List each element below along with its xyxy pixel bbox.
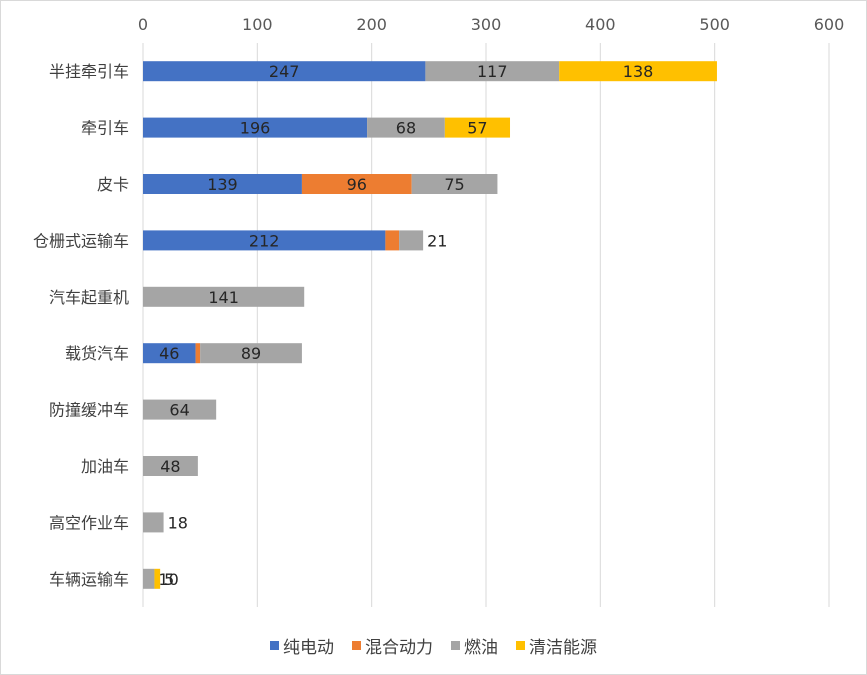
bar-segment (143, 568, 155, 589)
data-label: 64 (169, 401, 189, 420)
data-label: 212 (249, 231, 280, 250)
x-tick-label: 300 (471, 15, 502, 34)
data-label: 18 (168, 513, 188, 532)
legend-label: 清洁能源 (529, 638, 597, 658)
data-label: 48 (160, 457, 180, 476)
bar-segment (143, 343, 196, 364)
data-label: 21 (427, 231, 447, 250)
legend-label: 混合动力 (365, 638, 433, 658)
bar-segment (367, 117, 445, 138)
legend-label: 燃油 (464, 638, 498, 658)
category-label: 防撞缓冲车 (49, 401, 129, 420)
bar-segment (143, 230, 386, 251)
bar-segment (143, 286, 305, 307)
category-label: 皮卡 (97, 175, 129, 194)
category-label: 牵引车 (81, 119, 129, 138)
bar-segment (559, 61, 717, 82)
legend-swatch (516, 641, 525, 650)
data-label: 5 (164, 570, 174, 589)
bar-chart: 0 100 200 300 400 500 600 半挂牵引车 247 117 138 牵引车 196 6… (33, 15, 845, 607)
category-label: 载货汽车 (65, 344, 129, 363)
bar-segment (411, 174, 498, 194)
x-tick-label: 400 (585, 15, 616, 34)
data-label: 247 (269, 62, 300, 81)
x-tick-label: 600 (814, 15, 845, 34)
legend-swatch (270, 641, 279, 650)
data-label: 46 (159, 344, 179, 363)
data-label: 141 (208, 288, 239, 307)
data-label: 57 (467, 119, 487, 138)
x-tick-label: 0 (138, 15, 148, 34)
legend-swatch (451, 641, 460, 650)
bar-segment (399, 230, 424, 251)
data-label: 139 (207, 175, 238, 194)
x-tick-label: 100 (242, 15, 273, 34)
bar-segment (143, 117, 368, 138)
bar-segment (385, 230, 400, 251)
bar-segment (195, 343, 201, 364)
legend-item: 燃油 (451, 633, 498, 658)
bar-segment (143, 512, 164, 533)
bar-segment (143, 399, 217, 420)
bar-segment (200, 343, 302, 364)
category-label: 半挂牵引车 (49, 62, 129, 81)
bar-segment (154, 568, 161, 589)
x-tick-label: 200 (356, 15, 387, 34)
bar-segment (143, 61, 426, 82)
bar-segment (301, 174, 412, 194)
legend-label: 纯电动 (283, 638, 334, 658)
bar-segment (143, 456, 198, 476)
bar-segment (444, 117, 511, 138)
x-tick-label: 500 (699, 15, 730, 34)
category-label: 高空作业车 (49, 513, 129, 532)
data-label: 10 (158, 570, 178, 589)
bar-segment (425, 61, 560, 82)
data-label: 68 (396, 119, 416, 138)
legend-item: 混合动力 (352, 633, 433, 658)
data-label: 117 (477, 62, 508, 81)
category-label: 车辆运输车 (49, 570, 129, 589)
category-label: 汽车起重机 (49, 288, 129, 307)
data-label: 89 (241, 344, 261, 363)
legend-swatch (352, 641, 361, 650)
data-label: 96 (347, 175, 367, 194)
category-label: 加油车 (81, 457, 129, 476)
legend: 纯电动 混合动力 燃油 清洁能源 (1, 633, 866, 658)
bar-segment (143, 174, 302, 194)
data-label: 75 (444, 175, 464, 194)
category-label: 仓栅式运输车 (33, 231, 129, 250)
data-label: 196 (240, 119, 271, 138)
legend-item: 纯电动 (270, 633, 334, 658)
legend-item: 清洁能源 (516, 633, 597, 658)
data-label: 138 (623, 62, 654, 81)
